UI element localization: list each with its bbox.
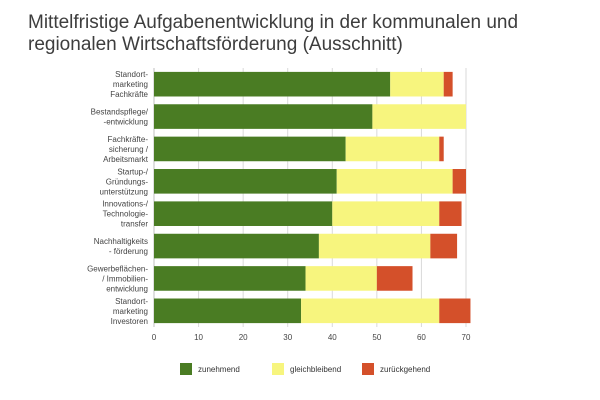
- bar-zunehmend: [154, 298, 302, 324]
- category-label: Fachkräfte-sicherung / Arbeitsmarkt: [103, 135, 149, 164]
- category-label-line: / Immobilien-: [102, 274, 148, 283]
- category-label: Nachhaltigkeits - förderung: [94, 237, 148, 256]
- category-label-line: unterstützung: [100, 187, 148, 196]
- category-label-line: Bestandspflege/: [91, 108, 149, 117]
- category-label-line: sicherung /: [109, 145, 149, 154]
- category-label: Innovations-/Technologie-transfer: [102, 200, 149, 229]
- category-label-line: - förderung: [109, 247, 148, 256]
- chart-title: Mittelfristige Aufgabenentwicklung in de…: [28, 12, 519, 55]
- bar-zurückgehend: [439, 136, 444, 162]
- category-label-line: transfer: [121, 220, 148, 229]
- bar-zunehmend: [154, 201, 333, 226]
- category-label-line: marketing: [113, 307, 148, 316]
- category-label-line: Fachkräfte: [110, 90, 148, 99]
- category-label: Standort-marketing Fachkräfte: [110, 70, 148, 99]
- x-tick-label: 20: [239, 333, 248, 342]
- category-label-line: Gewerbeflächen-: [87, 264, 148, 273]
- x-tick-label: 0: [152, 333, 157, 342]
- bar-gleichbleibend: [301, 298, 440, 324]
- legend-label: zunehmend: [198, 365, 240, 374]
- x-tick-label: 50: [372, 333, 381, 342]
- bar-zunehmend: [154, 266, 306, 291]
- x-tick-label: 30: [283, 333, 292, 342]
- category-label-line: Startup-/: [117, 167, 148, 176]
- x-tick-label: 60: [417, 333, 426, 342]
- bar-zunehmend: [154, 169, 337, 194]
- legend-swatch: [272, 363, 284, 375]
- bar-zurückgehend: [439, 201, 462, 226]
- category-label-line: Arbeitsmarkt: [103, 155, 149, 164]
- legend-swatch: [180, 363, 192, 375]
- category-label-line: marketing: [113, 80, 148, 89]
- category-label-line: -entwicklung: [104, 118, 148, 127]
- category-label-line: Standort-: [115, 70, 148, 79]
- category-label-line: Innovations-/: [102, 200, 149, 209]
- bar-gleichbleibend: [336, 169, 453, 194]
- x-tick-label: 70: [462, 333, 471, 342]
- category-label-line: Gründungs-: [106, 177, 149, 186]
- category-label: Bestandspflege/-entwicklung: [91, 108, 149, 127]
- category-label-line: Standort-: [115, 297, 148, 306]
- bar-gleichbleibend: [332, 201, 440, 226]
- category-label: Startup-/Gründungs-unterstützung: [100, 167, 149, 196]
- category-label-line: Investoren: [111, 317, 148, 326]
- category-label: Gewerbeflächen-/ Immobilien-entwicklung: [87, 264, 148, 293]
- bar-gleichbleibend: [390, 71, 444, 97]
- bar-zurückgehend: [430, 233, 458, 259]
- bar-zunehmend: [154, 71, 391, 97]
- legend-swatch: [362, 363, 374, 375]
- category-label-line: Nachhaltigkeits: [94, 237, 148, 246]
- legend-label: zurückgehend: [380, 365, 430, 374]
- x-tick-label: 10: [194, 333, 203, 342]
- bar-zunehmend: [154, 104, 373, 129]
- bar-gleichbleibend: [305, 266, 377, 291]
- legend-label: gleichbleibend: [290, 365, 341, 374]
- category-label-line: entwicklung: [106, 284, 148, 293]
- bar-zurückgehend: [376, 266, 413, 291]
- bar-gleichbleibend: [345, 136, 440, 162]
- bar-gleichbleibend: [372, 104, 466, 129]
- x-tick-label: 40: [328, 333, 337, 342]
- bar-zurückgehend: [439, 298, 471, 324]
- category-label-line: Fachkräfte-: [108, 135, 149, 144]
- bar-zunehmend: [154, 233, 319, 259]
- bar-zurückgehend: [443, 71, 453, 97]
- category-label: Standort-marketing Investoren: [111, 297, 149, 326]
- bar-gleichbleibend: [318, 233, 431, 259]
- bar-zunehmend: [154, 136, 346, 162]
- bar-zurückgehend: [452, 169, 466, 194]
- category-label-line: Technologie-: [103, 210, 149, 219]
